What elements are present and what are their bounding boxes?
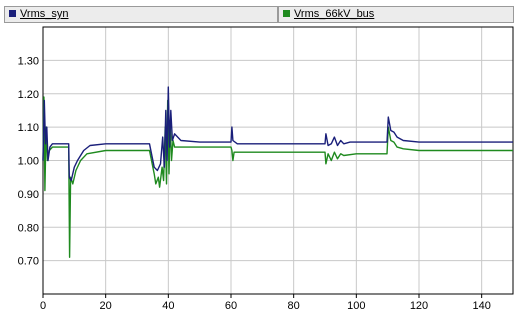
x-tick-label: 80 (288, 300, 300, 312)
legend-item-vrms-syn[interactable]: Vrms_syn (4, 6, 278, 23)
y-tick-label: 1.30 (18, 55, 39, 67)
x-axis: 0 20 40 60 80 100 120 140 (40, 294, 491, 312)
x-tick-label: 120 (410, 300, 428, 312)
series-swatch-vrms-syn (9, 9, 16, 17)
legend: Vrms_syn Vrms_66kV_bus (4, 6, 514, 23)
y-tick-label: 0.70 (18, 256, 39, 268)
grid (42, 27, 513, 294)
y-tick-label: 0.80 (18, 222, 39, 234)
x-tick-label: 140 (472, 300, 490, 312)
x-tick-label: 40 (162, 300, 174, 312)
series-line-vrms-syn (42, 86, 513, 182)
y-tick-label: 1.00 (18, 156, 39, 168)
series-group (42, 86, 513, 258)
y-tick-label: 1.10 (18, 122, 39, 134)
x-tick-label: 100 (347, 300, 365, 312)
y-axis: 0.70 0.80 0.90 1.00 1.10 1.20 1.30 (18, 55, 39, 267)
series-line-vrms-66kv-bus (42, 96, 513, 258)
y-tick-label: 0.90 (18, 189, 39, 201)
x-tick-label: 20 (100, 300, 112, 312)
legend-label-vrms-66kv-bus: Vrms_66kV_bus (294, 8, 375, 20)
legend-label-vrms-syn: Vrms_syn (20, 8, 69, 20)
x-tick-label: 0 (40, 300, 46, 312)
legend-item-vrms-66kv-bus[interactable]: Vrms_66kV_bus (278, 6, 514, 23)
series-swatch-vrms-66kv-bus (283, 9, 290, 17)
x-tick-label: 60 (225, 300, 237, 312)
y-tick-label: 1.20 (18, 89, 39, 101)
